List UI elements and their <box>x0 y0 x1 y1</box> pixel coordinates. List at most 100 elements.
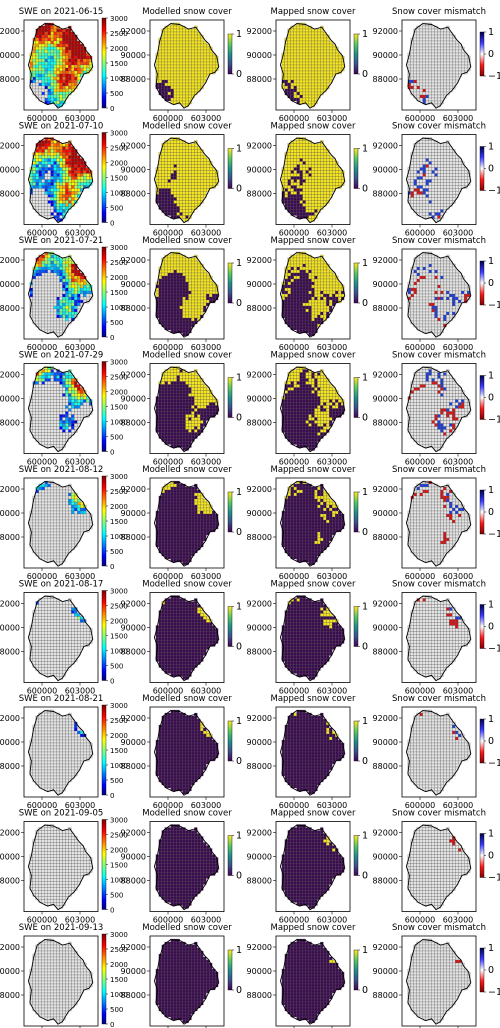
grid-cell <box>173 70 177 75</box>
grid-cell <box>437 272 441 277</box>
grid-cell <box>449 73 453 78</box>
grid-cell <box>185 182 189 186</box>
grid-cell <box>71 266 75 271</box>
grid-cell <box>455 185 459 189</box>
grid-cell <box>197 314 201 319</box>
grid-cell <box>50 82 54 87</box>
grid-cell <box>329 281 333 286</box>
grid-cell <box>38 203 42 207</box>
grid-cell <box>287 266 291 271</box>
grid-cell <box>194 79 198 84</box>
grid-cell <box>80 46 84 51</box>
grid-cell <box>44 52 48 57</box>
cell-grid <box>281 137 345 222</box>
grid-cell <box>158 85 162 90</box>
grid-cell <box>437 209 441 213</box>
grid-cell <box>455 73 459 78</box>
grid-cell <box>44 275 48 280</box>
grid-cell <box>77 185 81 189</box>
grid-cell <box>308 94 312 99</box>
grid-cell <box>176 257 180 262</box>
grid-cell <box>200 158 204 162</box>
grid-cell <box>182 272 186 277</box>
grid-cell <box>182 61 186 66</box>
grid-cell <box>164 197 168 201</box>
grid-cell <box>197 293 201 298</box>
grid-cell <box>299 143 303 147</box>
grid-cell <box>161 161 165 165</box>
grid-cell <box>176 43 180 48</box>
grid-cell <box>164 31 168 36</box>
panel-title: Modelled snow cover <box>142 122 232 132</box>
y-tick-label: 92000 <box>0 27 20 36</box>
grid-cell <box>80 293 84 298</box>
grid-cell <box>176 182 180 186</box>
grid-cell <box>440 40 444 45</box>
grid-cell <box>191 263 195 268</box>
grid-cell <box>185 272 189 277</box>
grid-cell <box>449 200 453 204</box>
grid-cell <box>68 179 72 183</box>
grid-cell <box>185 323 189 328</box>
grid-cell <box>71 58 75 63</box>
grid-cell <box>308 97 312 102</box>
grid-cell <box>425 188 429 192</box>
grid-cell <box>86 55 90 60</box>
grid-cell <box>314 311 318 316</box>
grid-cell <box>176 275 180 280</box>
grid-cell <box>41 299 45 304</box>
grid-cell <box>182 100 186 105</box>
grid-cell <box>284 88 288 93</box>
grid-cell <box>197 275 201 280</box>
grid-cell <box>59 323 63 328</box>
grid-cell <box>284 67 288 72</box>
grid-cell <box>80 58 84 63</box>
grid-cell <box>413 155 417 159</box>
grid-cell <box>41 278 45 283</box>
grid-cell <box>332 67 336 72</box>
grid-cell <box>35 281 39 286</box>
grid-cell <box>80 55 84 60</box>
grid-cell <box>431 263 435 268</box>
grid-cell <box>182 200 186 204</box>
grid-cell <box>296 140 300 144</box>
grid-cell <box>173 182 177 186</box>
grid-cell <box>53 31 57 36</box>
grid-cell <box>77 64 81 69</box>
grid-cell <box>38 299 42 304</box>
grid-cell <box>419 94 423 99</box>
grid-cell <box>191 52 195 57</box>
grid-cell <box>47 254 51 259</box>
grid-cell <box>38 85 42 90</box>
grid-cell <box>314 269 318 274</box>
grid-cell <box>443 40 447 45</box>
grid-cell <box>452 272 456 277</box>
grid-cell <box>80 278 84 283</box>
grid-cell <box>188 179 192 183</box>
grid-cell <box>161 194 165 198</box>
grid-cell <box>317 146 321 150</box>
grid-cell <box>59 320 63 325</box>
grid-cell <box>86 296 90 301</box>
grid-cell <box>161 206 165 210</box>
grid-cell <box>167 314 171 319</box>
grid-cell <box>311 143 315 147</box>
grid-cell <box>416 203 420 207</box>
grid-cell <box>416 182 420 186</box>
grid-cell <box>176 55 180 60</box>
grid-cell <box>77 46 81 51</box>
grid-cell <box>311 185 315 189</box>
grid-cell <box>59 311 63 316</box>
grid-cell <box>302 76 306 81</box>
grid-cell <box>302 290 306 295</box>
grid-cell <box>188 94 192 99</box>
grid-cell <box>50 287 54 292</box>
grid-cell <box>335 293 339 298</box>
grid-cell <box>464 55 468 60</box>
grid-cell <box>326 179 330 183</box>
grid-cell <box>200 182 204 186</box>
grid-cell <box>44 170 48 174</box>
grid-cell <box>32 179 36 183</box>
grid-cell <box>317 305 321 310</box>
grid-cell <box>167 203 171 207</box>
